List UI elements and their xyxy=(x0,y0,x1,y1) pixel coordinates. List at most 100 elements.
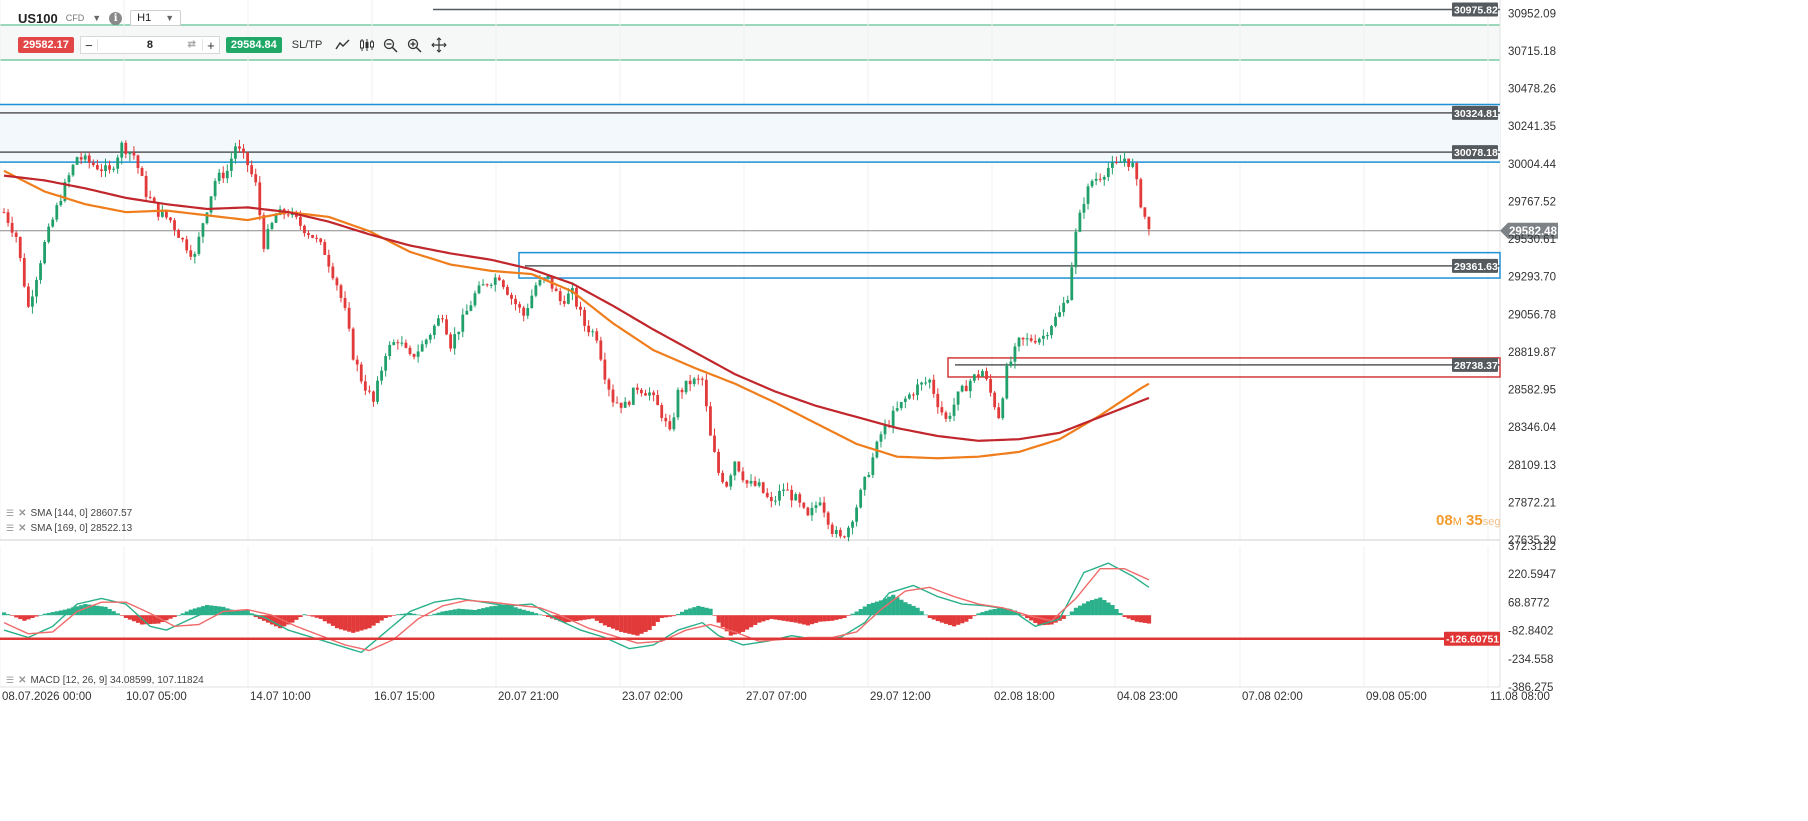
macd-histogram-bar xyxy=(598,615,604,624)
candle-body xyxy=(376,380,379,402)
macd-tick-label: 220.5947 xyxy=(1508,569,1556,581)
macd-histogram-bar xyxy=(399,613,405,616)
menu-icon[interactable]: ☰ xyxy=(6,508,15,518)
macd-histogram-bar xyxy=(899,599,904,616)
candle-body xyxy=(863,476,867,490)
menu-icon[interactable]: ☰ xyxy=(6,675,15,685)
chevron-down-icon[interactable]: ▼ xyxy=(92,13,102,23)
macd-histogram-bar xyxy=(663,615,668,618)
close-icon[interactable]: ✕ xyxy=(18,523,27,534)
candle-body xyxy=(165,211,168,218)
price-tick-label: 28346.04 xyxy=(1508,422,1557,434)
candle-body xyxy=(396,342,400,344)
timeframe-value: H1 xyxy=(137,12,152,24)
sma169-legend[interactable]: ☰ ✕ SMA [169, 0] 28522.13 xyxy=(6,523,132,534)
candle-body xyxy=(818,502,822,506)
macd-histogram-bar xyxy=(943,615,949,624)
macd-histogram-bar xyxy=(481,608,486,616)
candle-body xyxy=(469,305,473,311)
candle-body xyxy=(75,157,79,165)
macd-histogram-bar xyxy=(375,615,380,624)
swap-icon[interactable]: ⇄ xyxy=(187,39,196,50)
countdown-minutes: 08 xyxy=(1436,512,1453,529)
macd-histogram-bar xyxy=(1000,607,1005,616)
close-icon[interactable]: ✕ xyxy=(18,675,27,686)
macd-histogram-bar xyxy=(972,615,977,617)
buy-button[interactable]: 29584.84 xyxy=(225,37,282,53)
macd-histogram-bar xyxy=(1021,615,1026,616)
candlestick-icon[interactable] xyxy=(358,37,375,54)
candle-body xyxy=(778,490,781,501)
candle-body xyxy=(351,328,355,360)
macd-histogram-bar xyxy=(988,609,993,616)
candle-body xyxy=(311,235,314,238)
macd-histogram-bar xyxy=(416,614,421,616)
sell-button[interactable]: 29582.17 xyxy=(18,37,74,53)
candle-body xyxy=(838,530,842,537)
move-icon[interactable] xyxy=(430,37,447,54)
macd-histogram-bar xyxy=(785,615,790,622)
sltp-button[interactable]: SL/TP xyxy=(291,39,323,51)
increase-button[interactable]: + xyxy=(207,37,215,53)
candle-body xyxy=(765,492,769,497)
candle-body xyxy=(753,480,757,486)
candle-body xyxy=(928,379,932,383)
time-tick-label: 27.07 07:00 xyxy=(746,691,807,703)
macd-legend[interactable]: ☰ ✕ MACD [12, 26, 9] 34.08599, 107.11824 xyxy=(6,675,204,686)
zoom-out-icon[interactable] xyxy=(382,37,399,54)
candle-body xyxy=(952,404,956,416)
macd-histogram-bar xyxy=(615,615,620,631)
candle-body xyxy=(940,407,944,413)
candle-body xyxy=(355,359,359,365)
candle-body xyxy=(331,266,335,279)
macd-histogram-bar xyxy=(160,615,165,622)
quantity-stepper[interactable]: − 8 ⇄ + xyxy=(79,36,220,54)
info-icon[interactable]: i xyxy=(109,11,123,25)
line-chart-icon[interactable] xyxy=(334,37,351,54)
zoom-in-icon[interactable] xyxy=(406,37,423,54)
sma144-legend[interactable]: ☰ ✕ SMA [144, 0] 28607.57 xyxy=(6,508,132,519)
candle-body xyxy=(181,237,185,240)
close-icon[interactable]: ✕ xyxy=(18,508,27,519)
macd-level-tag xyxy=(1444,631,1500,646)
decrease-button[interactable]: − xyxy=(85,37,93,53)
candle-body xyxy=(1037,338,1041,343)
candle-body xyxy=(197,236,201,254)
macd-histogram-bar xyxy=(850,613,855,616)
candle-body xyxy=(87,155,91,163)
macd-histogram-bar xyxy=(980,612,985,616)
candle-body xyxy=(583,309,586,326)
macd-histogram-bar xyxy=(578,615,583,621)
time-tick-label: 29.07 12:00 xyxy=(870,691,931,703)
price-tick-label: 29056.78 xyxy=(1508,309,1556,321)
candle-body xyxy=(514,298,517,305)
sma144-line xyxy=(3,174,1150,442)
candle-body xyxy=(1139,179,1143,208)
candle-body xyxy=(254,174,258,183)
macd-histogram-bar xyxy=(818,615,823,622)
candle-body xyxy=(729,475,733,487)
candle-body xyxy=(997,407,1001,419)
macd-histogram-bar xyxy=(261,615,267,621)
price-level-tag xyxy=(1452,2,1498,17)
quantity-input[interactable]: 8 ⇄ xyxy=(96,39,203,51)
menu-icon[interactable]: ☰ xyxy=(6,523,15,533)
symbol-name[interactable]: US100 xyxy=(18,10,58,26)
candle-body xyxy=(221,172,225,179)
macd-histogram-bar xyxy=(477,609,482,616)
candle-body xyxy=(1143,207,1147,217)
candle-body xyxy=(124,142,128,155)
candle-body xyxy=(924,382,928,384)
current-price-label: 29582.48 xyxy=(1509,226,1558,238)
candle-body xyxy=(432,325,436,335)
macd-histogram-bar xyxy=(95,605,100,616)
macd-histogram-bar xyxy=(891,594,896,616)
candle-body xyxy=(343,297,347,308)
candle-body xyxy=(209,196,213,213)
timeframe-select[interactable]: H1 ▼ xyxy=(130,10,182,26)
candle-body xyxy=(185,239,189,251)
macd-histogram-bar xyxy=(1004,608,1010,616)
macd-histogram-bar xyxy=(489,606,494,616)
candle-body xyxy=(193,253,197,257)
